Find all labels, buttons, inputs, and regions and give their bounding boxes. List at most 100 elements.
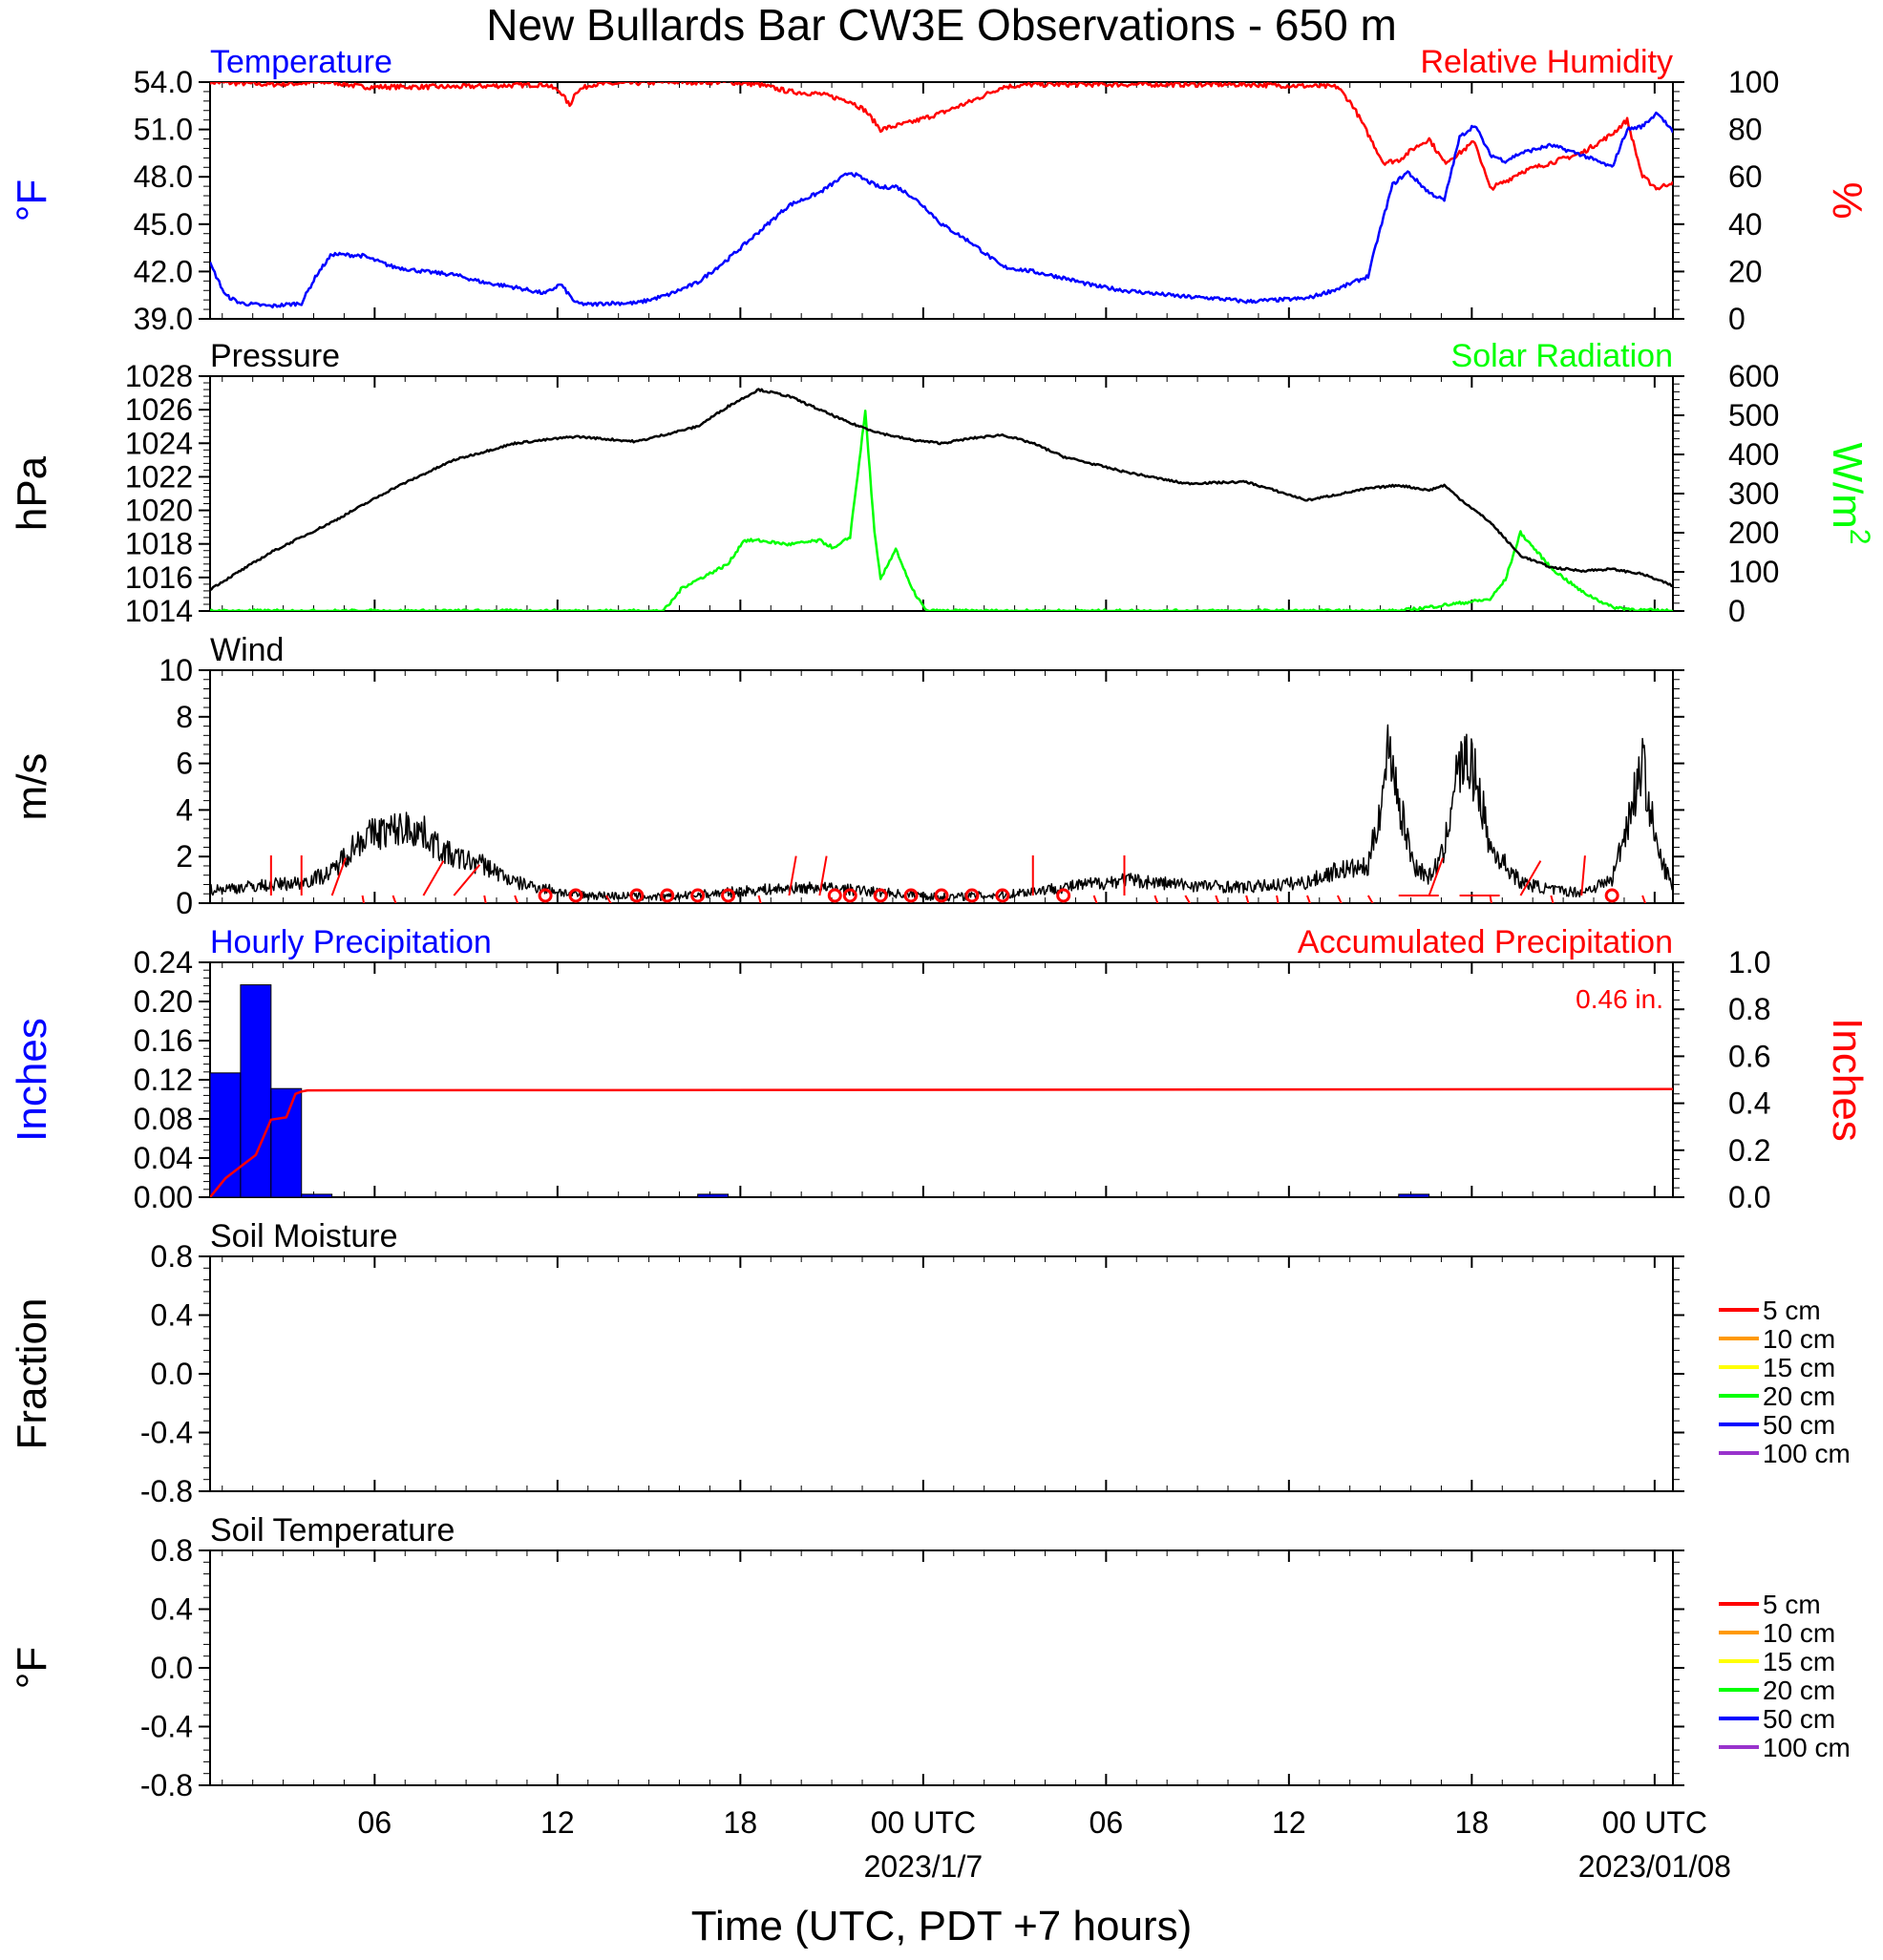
y-left-tick-label: 0.4 — [151, 1592, 193, 1627]
y-left-tick-label: 8 — [176, 700, 193, 734]
wind-barb — [605, 895, 612, 903]
wind-barb — [1184, 895, 1192, 903]
wind-speed-line — [210, 724, 1673, 902]
legend-label: 5 cm — [1763, 1590, 1821, 1619]
x-tick-label: 18 — [724, 1805, 758, 1840]
y-left-tick-label: 1014 — [125, 594, 193, 628]
accumulated-precip-line — [210, 1087, 1673, 1197]
y-left-tick-label: 1016 — [125, 560, 193, 595]
data-layer — [210, 82, 1673, 309]
y-left-tick-label: 0.12 — [134, 1063, 193, 1097]
wind-barb — [1550, 895, 1555, 903]
y-left-tick-label: 1022 — [125, 459, 193, 494]
wind-barb — [1580, 855, 1586, 896]
plot-frame — [209, 81, 1674, 320]
pressure-line — [210, 388, 1673, 592]
y-left-tick-label: 4 — [176, 792, 193, 827]
wind-barb — [1489, 895, 1492, 903]
wind-calm-marker — [1056, 888, 1071, 903]
y-left-tick-label: 39.0 — [134, 302, 193, 336]
legend-label: 50 cm — [1763, 1410, 1835, 1440]
y-left-tick-label: 0.0 — [151, 1357, 193, 1391]
y-left-tick-label: 42.0 — [134, 254, 193, 288]
wind-barb — [514, 895, 519, 903]
panel-title-left: Wind — [210, 632, 284, 668]
humidity-line — [210, 82, 1673, 191]
y-right-tick-label: 400 — [1728, 437, 1779, 472]
wind-calm-marker — [873, 888, 888, 903]
legend-label: 10 cm — [1763, 1618, 1835, 1648]
precip-bar — [240, 984, 272, 1197]
wind-barb — [483, 895, 487, 903]
data-layer — [210, 724, 1673, 903]
wind-barb — [1337, 895, 1343, 903]
panels-group: 54.051.048.045.042.039.0100806040200Temp… — [9, 44, 1875, 1802]
legend-label: 20 cm — [1763, 1675, 1835, 1705]
y-right-tick-label: 0 — [1728, 594, 1745, 628]
y-right-tick-label: 500 — [1728, 398, 1779, 432]
solar-line — [210, 410, 1673, 611]
y-left-tick-label: -0.4 — [140, 1416, 193, 1450]
wind-barb — [361, 895, 366, 903]
x-axis-label: Time (UTC, PDT +7 hours) — [691, 1903, 1192, 1949]
y-axis-label-right: W/m2 — [1824, 442, 1875, 544]
y-right-tick-label: 100 — [1728, 555, 1779, 589]
y-left-tick-label: 0.4 — [151, 1298, 193, 1333]
y-left-tick-label: -0.8 — [140, 1474, 193, 1508]
wind-calm-marker — [827, 888, 842, 903]
legend-label: 10 cm — [1763, 1324, 1835, 1354]
x-axis: 06 12 18 00 UTC 06 12 18 00 UTC 2023/1/7 2023/01/… — [358, 1805, 1731, 1884]
y-left-tick-label: 0.00 — [134, 1180, 193, 1214]
temperature-line — [210, 111, 1673, 309]
y-right-tick-label: 300 — [1728, 476, 1779, 511]
y-axis-label-right: % — [1824, 181, 1871, 219]
wind-barb — [1153, 895, 1159, 903]
y-left-tick-label: 1024 — [125, 426, 193, 460]
legend-label: 100 cm — [1763, 1439, 1851, 1468]
panel-title-left: Pressure — [210, 338, 340, 374]
y-right-tick-label: 40 — [1728, 207, 1763, 242]
y-axis-label-left: °F — [9, 179, 55, 221]
legend-label: 50 cm — [1763, 1704, 1835, 1734]
y-left-tick-label: 0.8 — [151, 1533, 193, 1568]
wind-calm-marker — [660, 888, 675, 903]
y-left-tick-label: 0.16 — [134, 1023, 193, 1058]
y-right-tick-label: 0.0 — [1728, 1180, 1770, 1214]
panel-title-left: Soil Moisture — [210, 1218, 398, 1254]
y-axis-label-left: hPa — [9, 455, 55, 531]
wind-calm-marker — [538, 888, 553, 903]
panel-1: 54.0 51.0 48.0 45.0 42.0 39.0 100 80 60 40 20 0 Temp… — [9, 44, 1871, 336]
wind-barb — [391, 895, 397, 903]
wind-barb — [330, 857, 347, 896]
wind-barb — [1215, 895, 1220, 903]
panel-title-left: Hourly Precipitation — [210, 924, 492, 960]
x-date-label: 2023/01/08 — [1578, 1849, 1731, 1884]
precip-bar — [270, 1087, 303, 1197]
wind-barb — [1366, 895, 1374, 903]
legend-label: 20 cm — [1763, 1381, 1835, 1411]
legend-label: 15 cm — [1763, 1353, 1835, 1382]
y-axis-label-left: °F — [9, 1647, 55, 1689]
y-right-tick-label: 1.0 — [1728, 945, 1770, 980]
plot-frame — [209, 669, 1674, 904]
legend-label: 100 cm — [1763, 1733, 1851, 1762]
y-right-tick-label: 80 — [1728, 113, 1763, 147]
wind-calm-marker — [964, 888, 980, 903]
wind-barb — [1092, 895, 1098, 903]
precip-bar — [1398, 1193, 1430, 1197]
x-tick-label: 18 — [1455, 1805, 1490, 1840]
y-right-tick-label: 20 — [1728, 254, 1763, 288]
x-tick-label: 00 UTC — [871, 1805, 976, 1840]
panel-4: 0.24 0.20 0.16 0.12 0.08 0.04 0.00 1.0 0.8 0.6 0.4… — [9, 924, 1871, 1214]
y-left-tick-label: 0.24 — [134, 945, 193, 980]
y-left-tick-label: 48.0 — [134, 159, 193, 194]
wind-calm-marker — [934, 888, 949, 903]
y-left-tick-label: -0.4 — [140, 1710, 193, 1744]
accumulated-total-label: 0.46 in. — [1576, 984, 1663, 1014]
y-right-tick-label: 0.6 — [1728, 1039, 1770, 1073]
x-tick-label: 06 — [358, 1805, 392, 1840]
wind-barb — [1245, 895, 1250, 903]
legend-label: 5 cm — [1763, 1296, 1821, 1325]
